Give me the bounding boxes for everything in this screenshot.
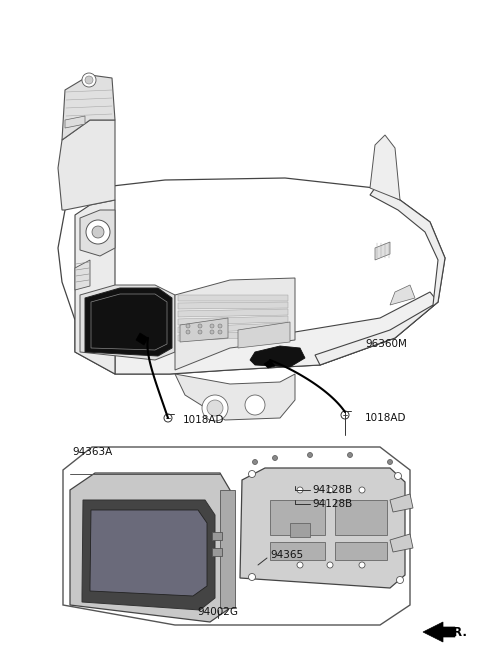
Polygon shape <box>238 322 290 348</box>
Circle shape <box>82 73 96 87</box>
Polygon shape <box>178 323 288 333</box>
Polygon shape <box>375 242 390 260</box>
Circle shape <box>327 487 333 493</box>
Circle shape <box>186 324 190 328</box>
Polygon shape <box>178 316 288 325</box>
Polygon shape <box>390 285 415 305</box>
Polygon shape <box>62 75 115 140</box>
Polygon shape <box>240 468 405 588</box>
Circle shape <box>297 562 303 568</box>
Polygon shape <box>305 318 348 352</box>
Circle shape <box>198 330 202 334</box>
Polygon shape <box>63 447 410 625</box>
Circle shape <box>218 324 222 328</box>
Circle shape <box>327 562 333 568</box>
Polygon shape <box>65 116 85 128</box>
Circle shape <box>210 330 214 334</box>
Polygon shape <box>212 532 222 540</box>
Polygon shape <box>270 542 325 560</box>
Circle shape <box>207 400 223 416</box>
Text: 1018AD: 1018AD <box>183 415 225 425</box>
Polygon shape <box>180 318 228 342</box>
Text: 94363A: 94363A <box>72 447 112 457</box>
Polygon shape <box>82 500 215 610</box>
Circle shape <box>395 472 401 480</box>
Polygon shape <box>90 510 207 596</box>
Polygon shape <box>212 548 222 556</box>
Polygon shape <box>335 500 387 535</box>
Circle shape <box>218 330 222 334</box>
Text: 94002G: 94002G <box>197 607 239 617</box>
Circle shape <box>252 459 257 464</box>
Polygon shape <box>250 346 305 367</box>
Polygon shape <box>178 295 288 301</box>
Polygon shape <box>175 278 295 370</box>
Polygon shape <box>370 135 400 200</box>
Polygon shape <box>390 494 413 512</box>
Polygon shape <box>270 500 325 535</box>
Polygon shape <box>178 302 288 309</box>
Circle shape <box>86 220 110 244</box>
Polygon shape <box>136 333 148 345</box>
Circle shape <box>202 395 228 421</box>
Text: 96360M: 96360M <box>365 339 407 349</box>
Polygon shape <box>80 210 115 256</box>
Circle shape <box>186 330 190 334</box>
Text: FR.: FR. <box>446 626 468 638</box>
Polygon shape <box>264 360 275 368</box>
Polygon shape <box>178 330 288 341</box>
Circle shape <box>273 455 277 461</box>
Circle shape <box>308 453 312 457</box>
Circle shape <box>341 411 349 419</box>
Polygon shape <box>390 534 413 552</box>
Text: 94128B: 94128B <box>312 485 352 495</box>
Polygon shape <box>75 200 115 374</box>
Polygon shape <box>80 285 175 360</box>
Polygon shape <box>85 288 172 356</box>
Circle shape <box>396 577 404 583</box>
Polygon shape <box>335 542 387 560</box>
Text: 94128B: 94128B <box>312 499 352 509</box>
Polygon shape <box>310 322 344 348</box>
Circle shape <box>210 324 214 328</box>
Polygon shape <box>175 374 295 420</box>
Polygon shape <box>58 120 115 210</box>
Polygon shape <box>75 260 90 290</box>
Polygon shape <box>91 294 167 350</box>
Text: 1018AD: 1018AD <box>365 413 407 423</box>
Polygon shape <box>290 523 310 537</box>
Circle shape <box>297 487 303 493</box>
Text: 94365: 94365 <box>270 550 303 560</box>
Circle shape <box>348 453 352 457</box>
Circle shape <box>198 324 202 328</box>
Polygon shape <box>423 622 455 642</box>
Circle shape <box>387 459 393 464</box>
Polygon shape <box>115 292 438 374</box>
Circle shape <box>249 573 255 581</box>
Circle shape <box>92 226 104 238</box>
Circle shape <box>359 562 365 568</box>
Circle shape <box>359 487 365 493</box>
Circle shape <box>164 414 172 422</box>
Circle shape <box>245 395 265 415</box>
Polygon shape <box>315 188 445 365</box>
Polygon shape <box>70 473 230 622</box>
Circle shape <box>249 470 255 478</box>
Polygon shape <box>178 309 288 317</box>
Polygon shape <box>220 490 235 608</box>
Circle shape <box>85 76 93 84</box>
Polygon shape <box>58 178 445 374</box>
